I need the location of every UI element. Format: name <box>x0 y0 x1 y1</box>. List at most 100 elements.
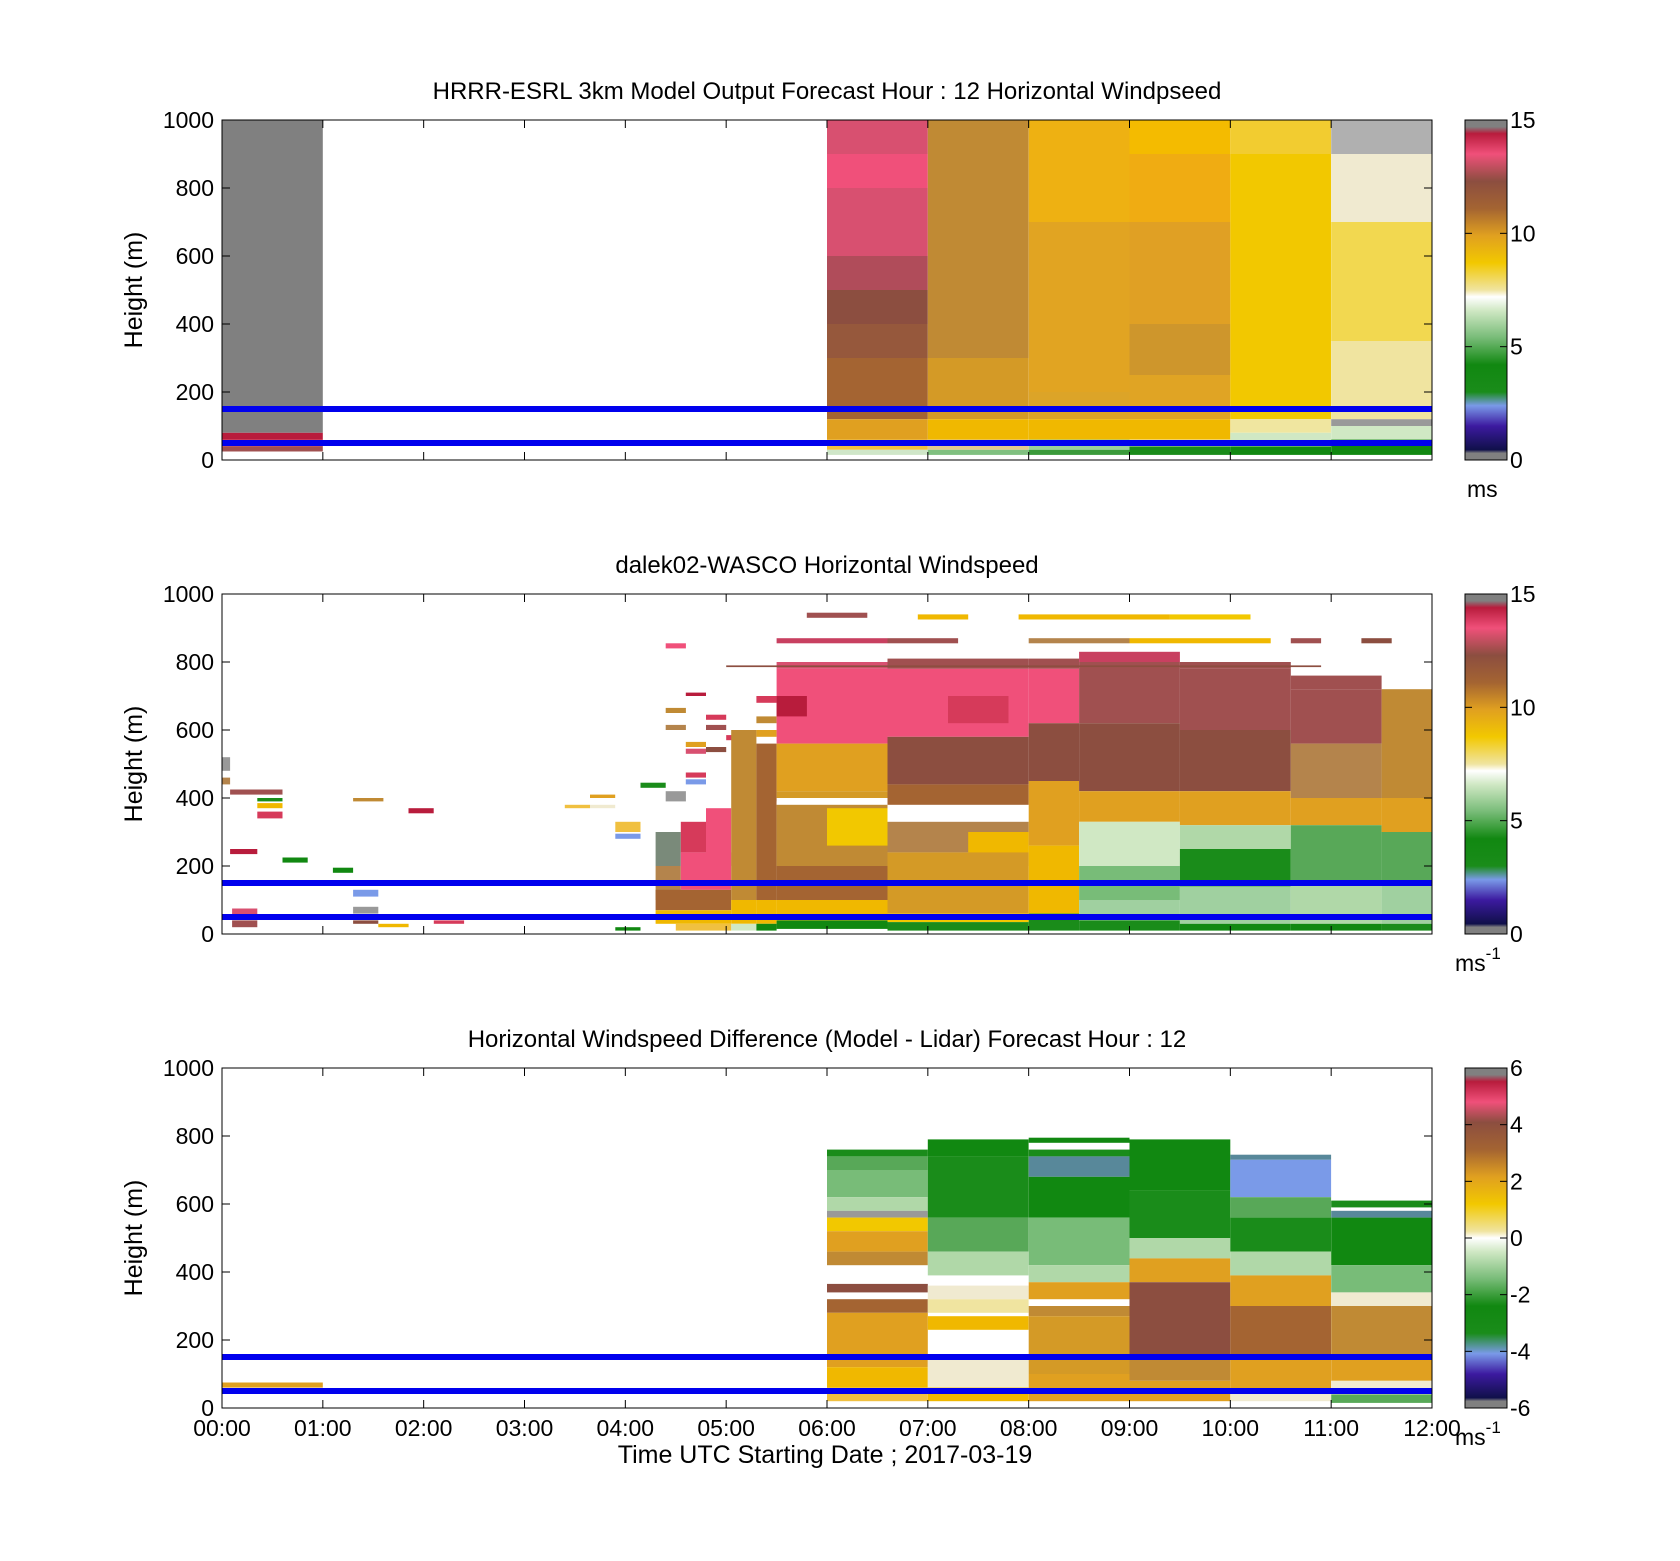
heatmap-cell <box>1028 1176 1130 1218</box>
heatmap-cell <box>257 811 283 819</box>
chart-title: HRRR-ESRL 3km Model Output Forecast Hour… <box>433 78 1222 105</box>
heatmap-cell <box>222 1382 323 1388</box>
x-tick-label: 10:00 <box>1202 1415 1260 1441</box>
colorbar-tick-label: 0 <box>1510 447 1523 473</box>
colorbar-gradient <box>1465 594 1507 934</box>
heatmap-cell <box>806 612 868 618</box>
colorbar-gradient <box>1465 120 1507 460</box>
heatmap-cell <box>1230 1391 1332 1402</box>
heatmap-cells <box>222 1137 1432 1403</box>
heatmap-cell <box>1129 154 1231 222</box>
heatmap-cell <box>1179 825 1291 849</box>
heatmap-cell <box>1230 120 1332 154</box>
heatmap-cell <box>1230 1217 1332 1252</box>
x-tick-label: 03:00 <box>496 1415 554 1441</box>
heatmap-cell <box>827 449 928 455</box>
heatmap-cell <box>706 747 727 753</box>
heatmap-cell <box>776 801 888 805</box>
heatmap-cell <box>887 818 1029 822</box>
x-tick-label: 00:00 <box>193 1415 251 1441</box>
heatmap-cell <box>1290 638 1322 644</box>
heatmap-cell <box>827 419 928 440</box>
x-tick-label: 08:00 <box>1000 1415 1058 1441</box>
heatmap-cell <box>1290 743 1382 798</box>
heatmap-cell <box>1230 1306 1332 1357</box>
heatmap-cell <box>685 748 706 754</box>
heatmap-cell <box>776 638 888 644</box>
y-tick-label: 200 <box>176 1327 214 1353</box>
y-tick-label: 600 <box>176 1191 214 1217</box>
heatmap-cell <box>706 714 727 720</box>
heatmap-cell <box>1028 1316 1130 1374</box>
heatmap-cell <box>1179 730 1291 792</box>
y-tick-label: 0 <box>201 447 214 473</box>
colorbar: 0 5 10 15 ms-1 <box>1455 581 1536 976</box>
heatmap-cell <box>827 1251 928 1266</box>
heatmap-cell <box>232 908 258 916</box>
heatmap-cell <box>827 808 888 846</box>
colorbar: -6 -4 -2 0 2 4 6 ms-1 <box>1455 1055 1531 1450</box>
heatmap-cell <box>353 798 384 802</box>
heatmap-cell <box>1028 222 1130 392</box>
colorbar-tick-label: 15 <box>1510 107 1536 133</box>
heatmap-cell <box>1381 713 1432 798</box>
heatmap-cell <box>1129 1258 1231 1283</box>
heatmap-cell <box>1381 832 1432 883</box>
heatmap-cell <box>408 808 434 814</box>
heatmap-cell <box>927 449 1029 455</box>
colorbar-tick-label: -4 <box>1510 1338 1531 1364</box>
colorbar-tick-label: 2 <box>1510 1168 1523 1194</box>
heatmap-cell <box>1028 1306 1130 1317</box>
x-axis-label: Time UTC Starting Date ; 2017-03-19 <box>618 1441 1033 1469</box>
heatmap-cell <box>927 419 1029 440</box>
colorbar-tick-label: 10 <box>1510 694 1536 720</box>
heatmap-cell <box>1129 446 1231 455</box>
heatmap-cell <box>1129 324 1231 375</box>
heatmap-cell <box>1169 614 1251 620</box>
colorbar-tick-label: 15 <box>1510 581 1536 607</box>
heatmap-cell <box>222 777 231 785</box>
heatmap-cell <box>1079 791 1180 822</box>
colorbar-tick-label: 5 <box>1510 334 1523 360</box>
y-tick-label: 200 <box>176 853 214 879</box>
heatmap-cell <box>827 1197 928 1211</box>
heatmap-cell <box>257 803 283 809</box>
heatmap-cell <box>827 1283 928 1293</box>
heatmap-cell <box>948 696 1009 724</box>
heatmap-cell <box>1129 1282 1231 1357</box>
heatmap-cell <box>756 923 777 931</box>
heatmap-cell <box>1230 1275 1332 1306</box>
heatmap-cell <box>827 154 928 188</box>
heatmap-cell <box>433 920 465 924</box>
heatmap-cell <box>282 857 308 863</box>
heatmap-cell <box>1129 1357 1231 1381</box>
x-tick-label: 06:00 <box>798 1415 856 1441</box>
heatmap-cell <box>1179 923 1291 931</box>
heatmap-cell <box>1028 845 1080 914</box>
heatmap-cell <box>1179 668 1291 730</box>
heatmap-cell <box>353 906 379 914</box>
heatmap-cell <box>332 867 354 873</box>
colorbar: 0 5 10 15 ms <box>1464 107 1536 502</box>
heatmap-cell <box>1028 658 1080 669</box>
colorbar-frame <box>1464 119 1508 461</box>
colorbar-tick-label: 6 <box>1510 1055 1523 1081</box>
y-tick-label: 200 <box>176 379 214 405</box>
heatmap-cell <box>353 920 379 924</box>
heatmap-cell <box>1028 1217 1130 1266</box>
heatmap-cell <box>1381 798 1432 832</box>
heatmap-cell <box>665 707 686 713</box>
heatmap-cell <box>827 188 928 256</box>
colorbar-unit: ms-1 <box>1455 1418 1501 1450</box>
colorbar-tick-label: -2 <box>1510 1282 1530 1308</box>
heatmap-cell <box>927 1285 1029 1300</box>
heatmap-cell <box>1028 1137 1130 1143</box>
heatmap-cell <box>1331 1306 1432 1357</box>
heatmap-cell <box>776 696 807 717</box>
heatmap-cell <box>927 1217 1029 1252</box>
panel-model: 0 200 400 600 800 1000 HRRR-ESRL 3km Model Out… <box>120 78 1536 502</box>
heatmap-cell <box>827 1210 928 1218</box>
heatmap-cell <box>1028 668 1080 724</box>
heatmap-cell <box>756 730 777 737</box>
colorbar-tick-label: 4 <box>1510 1112 1523 1138</box>
